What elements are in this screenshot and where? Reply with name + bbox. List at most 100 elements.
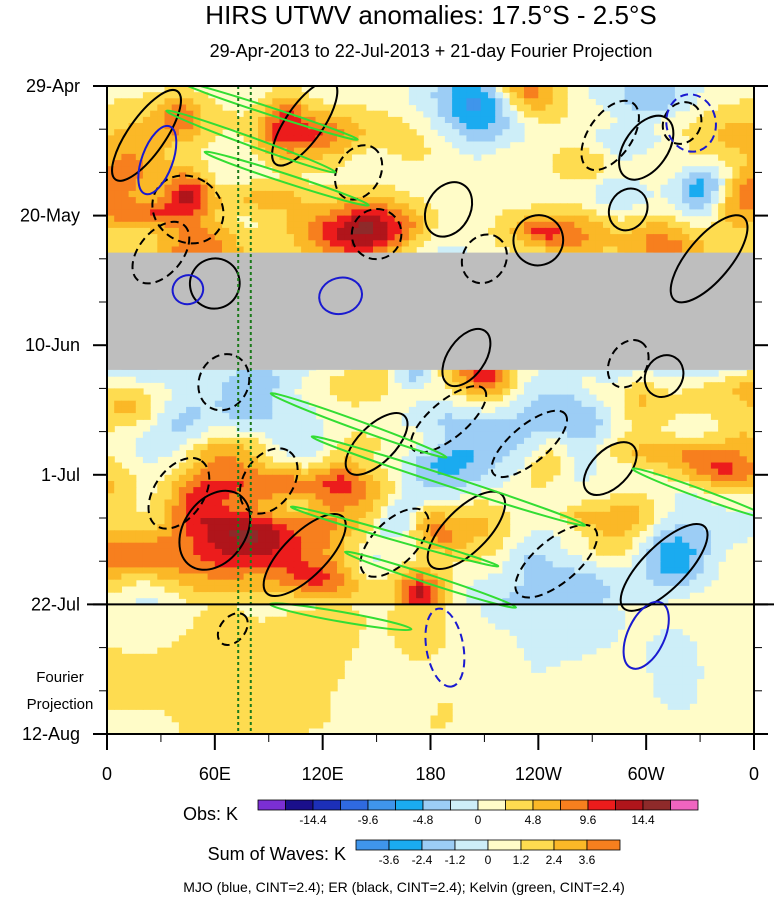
heat-cell bbox=[293, 425, 302, 433]
heat-cell bbox=[394, 141, 403, 149]
heat-cell bbox=[588, 240, 597, 248]
heat-cell bbox=[265, 518, 273, 525]
heat-cell bbox=[279, 123, 288, 130]
heat-cell bbox=[207, 178, 216, 186]
heat-cell bbox=[107, 456, 115, 464]
heat-cell bbox=[135, 376, 144, 383]
heat-cell bbox=[329, 160, 338, 167]
heat-cell bbox=[574, 246, 583, 254]
heat-cell bbox=[315, 116, 324, 124]
heat-cell bbox=[365, 388, 374, 396]
heat-cell bbox=[466, 394, 475, 402]
heat-cell bbox=[200, 135, 209, 143]
heat-cell bbox=[480, 456, 489, 464]
heat-cell bbox=[236, 116, 245, 124]
heat-cell bbox=[207, 246, 216, 254]
heat-cell bbox=[380, 234, 388, 241]
heat-cell bbox=[617, 104, 626, 112]
heat-cell bbox=[416, 443, 424, 451]
heat-cell bbox=[322, 246, 331, 254]
heat-cell bbox=[157, 536, 166, 544]
heat-cell bbox=[739, 425, 748, 433]
heat-cell bbox=[552, 104, 561, 112]
heat-cell bbox=[603, 215, 611, 223]
heat-cell bbox=[207, 98, 216, 106]
heat-cell bbox=[157, 240, 166, 248]
heat-cell bbox=[401, 246, 410, 254]
heat-cell bbox=[365, 116, 374, 124]
heat-cell bbox=[186, 147, 194, 155]
heat-cell bbox=[214, 110, 223, 118]
heat-cell bbox=[214, 221, 223, 229]
heat-cell bbox=[164, 98, 173, 106]
heat-cell bbox=[401, 462, 410, 470]
heat-cell bbox=[538, 376, 547, 383]
heat-cell bbox=[718, 456, 726, 464]
heat-cell bbox=[114, 394, 122, 402]
heat-cell bbox=[279, 98, 288, 106]
heat-cell bbox=[322, 518, 331, 525]
heat-cell bbox=[732, 388, 741, 396]
heat-cell bbox=[250, 184, 259, 192]
heat-cell bbox=[243, 524, 252, 531]
heat-cell bbox=[682, 209, 690, 217]
heat-cell bbox=[495, 376, 503, 383]
heat-cell bbox=[322, 234, 331, 241]
heat-cell bbox=[344, 246, 352, 254]
heat-cell bbox=[452, 481, 460, 488]
heat-cell bbox=[488, 481, 496, 488]
heat-cell bbox=[308, 104, 317, 112]
heat-cell bbox=[444, 425, 453, 433]
heat-cell bbox=[150, 443, 158, 451]
heat-cell bbox=[444, 129, 453, 136]
heat-cell bbox=[164, 474, 173, 482]
heat-cell bbox=[121, 419, 130, 427]
heat-cell bbox=[265, 419, 273, 427]
heat-cell bbox=[588, 86, 597, 93]
heat-cell bbox=[639, 382, 647, 389]
heat-cell bbox=[567, 431, 575, 439]
heat-cell bbox=[452, 518, 460, 525]
heat-cell bbox=[229, 382, 237, 389]
heat-cell bbox=[193, 135, 202, 143]
heat-cell bbox=[416, 406, 424, 414]
heat-cell bbox=[710, 511, 719, 519]
heat-cell bbox=[214, 518, 223, 525]
heat-cell bbox=[746, 147, 754, 155]
heat-cell bbox=[624, 227, 633, 235]
heat-cell bbox=[329, 215, 338, 223]
heat-cell bbox=[588, 468, 597, 476]
heat-cell bbox=[653, 431, 662, 439]
heat-cell bbox=[186, 86, 194, 93]
heat-cell bbox=[142, 524, 151, 531]
heat-cell bbox=[114, 215, 122, 223]
heat-cell bbox=[631, 505, 640, 513]
heat-cell bbox=[365, 518, 374, 525]
heat-cell bbox=[186, 406, 194, 414]
heat-cell bbox=[689, 184, 698, 192]
heat-cell bbox=[365, 474, 374, 482]
heat-cell bbox=[142, 116, 151, 124]
heat-cell bbox=[718, 141, 726, 149]
heat-cell bbox=[171, 246, 180, 254]
heat-cell bbox=[186, 518, 194, 525]
heat-cell bbox=[495, 135, 503, 143]
heat-cell bbox=[624, 431, 633, 439]
heat-cell bbox=[329, 246, 338, 254]
heat-cell bbox=[214, 437, 223, 445]
heat-cell bbox=[186, 209, 194, 217]
heat-cell bbox=[114, 481, 122, 488]
heat-cell bbox=[308, 197, 317, 204]
heat-cell bbox=[365, 123, 374, 130]
heat-cell bbox=[380, 369, 388, 377]
heat-cell bbox=[394, 234, 403, 241]
heat-cell bbox=[502, 376, 511, 383]
heat-cell bbox=[689, 437, 698, 445]
heat-cell bbox=[286, 234, 295, 241]
heat-cell bbox=[186, 524, 194, 531]
heat-cell bbox=[293, 536, 302, 544]
heat-cell bbox=[545, 388, 554, 396]
heat-cell bbox=[178, 388, 187, 396]
heat-cell bbox=[258, 240, 266, 248]
heat-cell bbox=[344, 542, 352, 550]
